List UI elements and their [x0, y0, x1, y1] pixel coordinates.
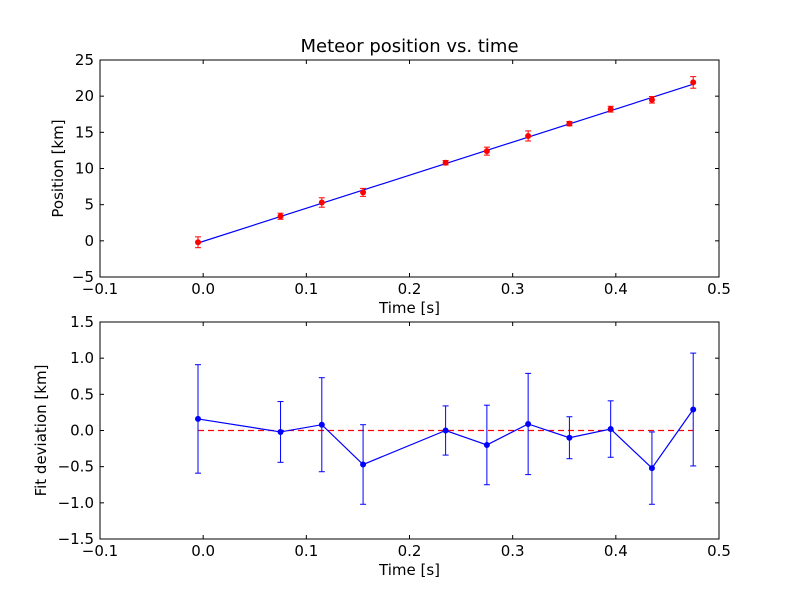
x-axis-label: Time [s]: [378, 299, 440, 317]
x-tick-label: −0.1: [82, 542, 118, 560]
y-axis-label: Position [km]: [49, 119, 67, 217]
x-tick-label: 0.2: [398, 280, 422, 298]
y-tick-label: −1.0: [58, 494, 94, 512]
x-tick-label: 0.3: [501, 280, 525, 298]
x-tick-label: 0.5: [707, 280, 731, 298]
data-point: [566, 434, 573, 441]
y-tick-label: 20: [75, 87, 94, 105]
data-point: [648, 96, 655, 103]
data-point: [277, 428, 284, 435]
x-tick-label: 0.1: [294, 280, 318, 298]
data-point: [318, 421, 325, 428]
x-tick-label: 0.3: [501, 542, 525, 560]
x-tick-label: 0.0: [191, 280, 215, 298]
x-tick-label: 0.4: [604, 542, 628, 560]
data-point: [483, 148, 490, 155]
data-point: [607, 106, 614, 113]
y-tick-label: −5: [72, 268, 94, 286]
axes-frame: [99, 59, 720, 278]
y-tick-label: 5: [84, 196, 94, 214]
x-tick-label: 0.5: [707, 542, 731, 560]
data-point: [360, 189, 367, 196]
x-tick-label: 0.4: [604, 280, 628, 298]
data-point: [525, 132, 532, 139]
x-tick-label: −0.1: [82, 280, 118, 298]
y-tick-label: 10: [75, 160, 94, 178]
data-point: [607, 426, 614, 433]
y-tick-label: 1.0: [70, 349, 94, 367]
y-tick-label: 0: [84, 232, 94, 250]
data-point: [525, 420, 532, 427]
data-point: [442, 427, 449, 434]
chart-title: Meteor position vs. time: [300, 36, 518, 57]
x-tick-label: 0.1: [294, 542, 318, 560]
data-point: [195, 415, 202, 422]
x-tick-label: 0.0: [191, 542, 215, 560]
y-tick-label: 25: [75, 51, 94, 69]
y-tick-label: 0.0: [70, 422, 94, 440]
data-point: [318, 199, 325, 206]
data-point: [566, 120, 573, 127]
data-point: [442, 159, 449, 166]
x-axis-label: Time [s]: [378, 561, 440, 579]
data-point: [360, 461, 367, 468]
data-point: [648, 465, 655, 472]
y-tick-label: 0.5: [70, 385, 94, 403]
data-point: [690, 406, 697, 413]
subplot-1: −0.1 0.0 0.1 0.2 0.3 0.4 0.5 −5 0 5 10 15 20 25 Time […: [49, 36, 731, 317]
data-point: [195, 239, 202, 246]
data-point: [277, 213, 284, 220]
y-tick-label: −0.5: [58, 458, 94, 476]
y-tick-label: −1.5: [58, 530, 94, 548]
x-tick-label: 0.2: [398, 542, 422, 560]
data-point: [483, 441, 490, 448]
y-tick-label: 1.5: [70, 313, 94, 331]
y-tick-label: 15: [75, 123, 94, 141]
y-axis-label: Fit deviation [km]: [32, 365, 50, 497]
subplot-2: −0.1 0.0 0.1 0.2 0.3 0.4 0.5 −1.5 −1.0 −0.5 0.0 0.5…: [32, 313, 731, 579]
data-point: [690, 79, 697, 86]
